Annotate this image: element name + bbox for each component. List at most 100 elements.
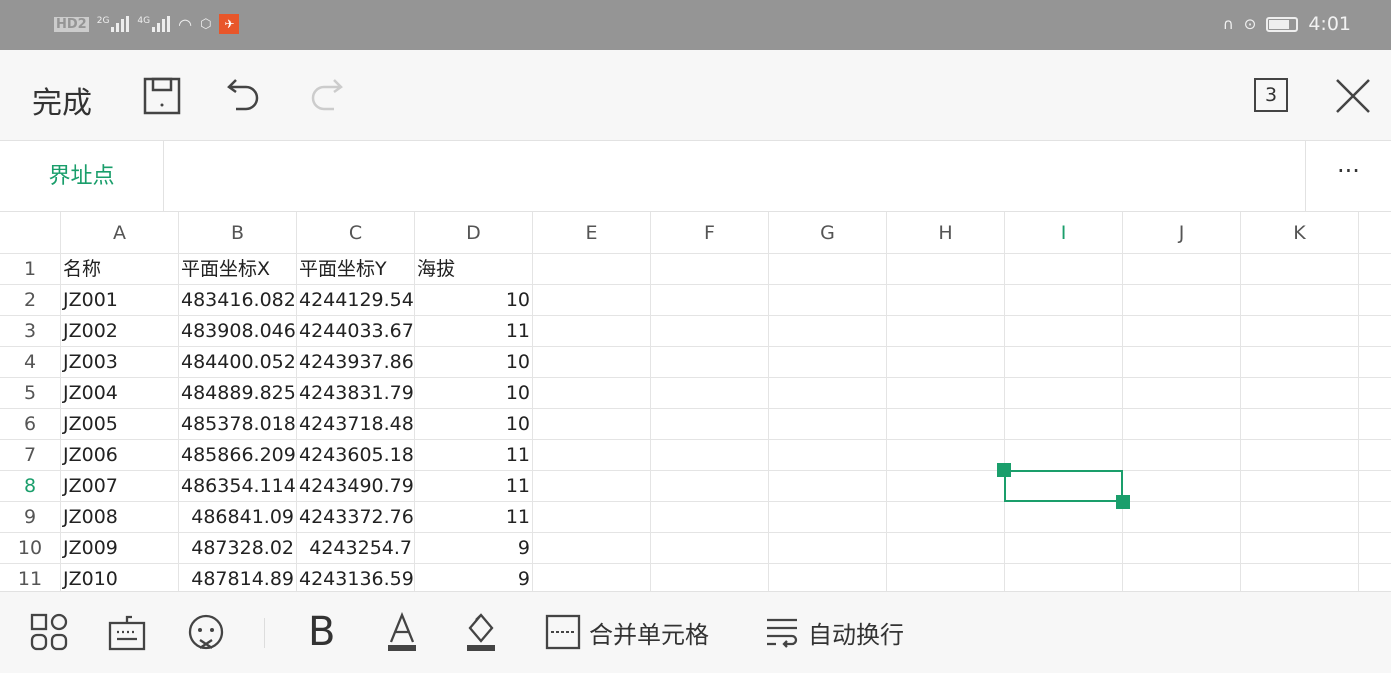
- row-header[interactable]: 8: [0, 471, 61, 502]
- column-header[interactable]: C: [297, 212, 415, 254]
- sheet-tab-active[interactable]: 界址点: [0, 141, 164, 212]
- table-cell[interactable]: [533, 378, 651, 409]
- table-cell[interactable]: 484400.052: [179, 347, 297, 378]
- table-cell[interactable]: [769, 378, 887, 409]
- row-header[interactable]: 6: [0, 409, 61, 440]
- fill-color-icon[interactable]: [464, 612, 498, 652]
- table-cell[interactable]: [1359, 347, 1391, 378]
- table-cell[interactable]: 483908.046: [179, 316, 297, 347]
- table-cell[interactable]: 9: [415, 564, 533, 591]
- redo-icon[interactable]: [306, 76, 346, 116]
- table-cell[interactable]: [1241, 285, 1359, 316]
- table-cell[interactable]: [533, 440, 651, 471]
- table-cell[interactable]: [1359, 254, 1391, 285]
- table-cell[interactable]: [533, 533, 651, 564]
- auto-wrap-button[interactable]: 自动换行: [764, 612, 904, 652]
- done-button[interactable]: 完成: [32, 86, 92, 121]
- row-header[interactable]: 10: [0, 533, 61, 564]
- column-header[interactable]: I: [1005, 212, 1123, 254]
- table-cell[interactable]: [1359, 502, 1391, 533]
- column-header[interactable]: H: [887, 212, 1005, 254]
- table-cell[interactable]: 9: [415, 533, 533, 564]
- row-header[interactable]: 11: [0, 564, 61, 591]
- column-header[interactable]: F: [651, 212, 769, 254]
- table-cell[interactable]: [887, 254, 1005, 285]
- table-cell[interactable]: [1359, 378, 1391, 409]
- table-cell[interactable]: [887, 378, 1005, 409]
- table-cell[interactable]: 4244129.54: [297, 285, 415, 316]
- table-cell[interactable]: [1359, 285, 1391, 316]
- table-cell[interactable]: [1123, 471, 1241, 502]
- table-cell[interactable]: [769, 409, 887, 440]
- table-cell[interactable]: [1005, 533, 1123, 564]
- table-cell[interactable]: [651, 378, 769, 409]
- table-cell[interactable]: [769, 285, 887, 316]
- table-cell[interactable]: [1359, 440, 1391, 471]
- table-cell[interactable]: [651, 533, 769, 564]
- table-cell[interactable]: [1123, 564, 1241, 591]
- undo-icon[interactable]: [224, 76, 264, 116]
- table-cell[interactable]: [769, 564, 887, 591]
- column-header[interactable]: [1359, 212, 1391, 254]
- table-cell[interactable]: 4243136.59: [297, 564, 415, 591]
- table-cell[interactable]: 4243831.79: [297, 378, 415, 409]
- table-cell[interactable]: [651, 285, 769, 316]
- table-cell[interactable]: [1241, 564, 1359, 591]
- table-cell[interactable]: [769, 440, 887, 471]
- table-cell[interactable]: [1359, 533, 1391, 564]
- table-cell[interactable]: [1241, 533, 1359, 564]
- row-header[interactable]: 5: [0, 378, 61, 409]
- table-cell[interactable]: 4244033.67: [297, 316, 415, 347]
- table-cell[interactable]: JZ002: [61, 316, 179, 347]
- table-cell[interactable]: [1005, 440, 1123, 471]
- table-cell[interactable]: [1359, 564, 1391, 591]
- table-cell[interactable]: 10: [415, 409, 533, 440]
- table-cell[interactable]: [1359, 471, 1391, 502]
- table-cell[interactable]: [887, 564, 1005, 591]
- table-cell[interactable]: [1005, 316, 1123, 347]
- table-cell[interactable]: [769, 254, 887, 285]
- table-cell[interactable]: [1123, 254, 1241, 285]
- table-cell[interactable]: [651, 440, 769, 471]
- row-header[interactable]: 4: [0, 347, 61, 378]
- save-icon[interactable]: [142, 76, 182, 116]
- table-cell[interactable]: 11: [415, 440, 533, 471]
- table-cell[interactable]: [1005, 409, 1123, 440]
- table-cell[interactable]: [1123, 409, 1241, 440]
- table-cell[interactable]: [1359, 409, 1391, 440]
- table-cell[interactable]: 485378.018: [179, 409, 297, 440]
- row-header[interactable]: 7: [0, 440, 61, 471]
- table-cell[interactable]: 11: [415, 316, 533, 347]
- table-cell[interactable]: JZ003: [61, 347, 179, 378]
- table-cell[interactable]: [1123, 285, 1241, 316]
- table-cell[interactable]: [1241, 502, 1359, 533]
- table-cell[interactable]: 4243937.86: [297, 347, 415, 378]
- selection-handle-start[interactable]: [997, 463, 1011, 477]
- table-cell[interactable]: [769, 502, 887, 533]
- table-cell[interactable]: [533, 254, 651, 285]
- column-header[interactable]: J: [1123, 212, 1241, 254]
- table-cell[interactable]: [887, 347, 1005, 378]
- table-cell[interactable]: [651, 254, 769, 285]
- table-cell[interactable]: [1241, 440, 1359, 471]
- table-cell[interactable]: [887, 533, 1005, 564]
- table-cell[interactable]: [533, 471, 651, 502]
- emoji-icon[interactable]: [187, 612, 225, 652]
- row-header[interactable]: 1: [0, 254, 61, 285]
- row-header[interactable]: 3: [0, 316, 61, 347]
- table-cell[interactable]: 486841.09: [179, 502, 297, 533]
- table-cell[interactable]: 11: [415, 471, 533, 502]
- table-cell[interactable]: [1005, 285, 1123, 316]
- table-cell[interactable]: JZ001: [61, 285, 179, 316]
- table-cell[interactable]: [887, 285, 1005, 316]
- table-cell[interactable]: [533, 316, 651, 347]
- table-cell[interactable]: [533, 409, 651, 440]
- table-cell[interactable]: JZ004: [61, 378, 179, 409]
- table-cell[interactable]: [651, 347, 769, 378]
- table-cell[interactable]: 4243718.48: [297, 409, 415, 440]
- table-cell[interactable]: [1005, 502, 1123, 533]
- table-cell[interactable]: 名称: [61, 254, 179, 285]
- table-cell[interactable]: [533, 502, 651, 533]
- column-header[interactable]: K: [1241, 212, 1359, 254]
- table-cell[interactable]: [651, 409, 769, 440]
